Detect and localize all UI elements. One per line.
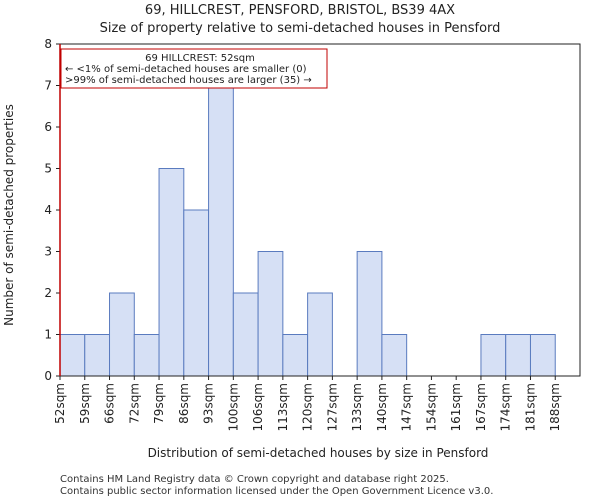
x-tick-label: 72sqm	[127, 383, 141, 424]
x-tick-label: 133sqm	[350, 383, 364, 431]
x-tick-label: 174sqm	[499, 383, 513, 431]
x-tick-label: 86sqm	[177, 383, 191, 424]
bar-59sqm	[84, 334, 111, 377]
x-tick-label: 93sqm	[202, 383, 216, 424]
x-tick-label: 161sqm	[449, 383, 463, 431]
x-axis-ticks: 52sqm 59sqm 66sqm 72sqm 79sqm 86sqm 93sqm 100sq…	[53, 376, 562, 431]
y-tick-label: 0	[44, 369, 52, 383]
bar-140sqm	[381, 334, 408, 377]
bar-133sqm	[356, 251, 383, 377]
x-tick-label: 100sqm	[226, 383, 240, 431]
bar-52sqm	[59, 334, 86, 377]
y-tick-label: 3	[44, 245, 52, 259]
x-tick-label: 188sqm	[548, 383, 562, 431]
x-tick-label: 147sqm	[400, 383, 414, 431]
y-axis-label: Number of semi-detached properties	[2, 104, 16, 326]
bar-174sqm	[505, 334, 531, 377]
x-tick-label: 79sqm	[152, 383, 166, 424]
bar-120sqm	[307, 292, 333, 377]
bar-72sqm	[133, 334, 160, 377]
y-tick-label: 1	[44, 328, 52, 342]
annotation-line-1: 69 HILLCREST: 52sqm	[145, 53, 255, 64]
x-tick-label: 120sqm	[301, 383, 315, 431]
x-tick-label: 154sqm	[424, 383, 438, 431]
x-tick-label: 167sqm	[474, 383, 488, 431]
y-tick-label: 5	[44, 162, 52, 176]
annotation-box: 69 HILLCREST: 52sqm ← <1% of semi-detach…	[60, 48, 328, 89]
y-axis-ticks: 0 1 2 3 4 5 6 7 8	[44, 37, 60, 383]
bars-group	[59, 85, 556, 377]
x-axis-label: Distribution of semi-detached houses by …	[148, 446, 489, 460]
bar-86sqm	[183, 209, 210, 377]
y-tick-label: 2	[44, 286, 52, 300]
bar-100sqm	[232, 292, 259, 377]
bar-113sqm	[282, 334, 309, 377]
y-tick-label: 4	[44, 203, 52, 217]
x-tick-label: 127sqm	[325, 383, 339, 431]
x-tick-label: 181sqm	[523, 383, 537, 431]
x-tick-label: 59sqm	[78, 383, 92, 424]
annotation-line-3: >99% of semi-detached houses are larger …	[65, 75, 312, 86]
bar-181sqm	[529, 334, 556, 377]
chart-subtitle: Size of property relative to semi-detach…	[100, 21, 501, 36]
y-tick-label: 8	[44, 37, 52, 51]
footer-line-2: Contains public sector information licen…	[60, 486, 493, 497]
bar-167sqm	[480, 334, 507, 377]
chart-title: 69, HILLCREST, PENSFORD, BRISTOL, BS39 4…	[145, 3, 455, 18]
y-tick-label: 6	[44, 120, 52, 134]
bar-93sqm	[208, 85, 234, 377]
annotation-border	[60, 48, 328, 89]
y-tick-label: 7	[44, 79, 52, 93]
footer-line-1: Contains HM Land Registry data © Crown c…	[60, 474, 449, 485]
bar-66sqm	[109, 292, 135, 377]
x-tick-label: 140sqm	[375, 383, 389, 431]
x-tick-label: 113sqm	[276, 383, 290, 431]
annotation-line-2: ← <1% of semi-detached houses are smalle…	[65, 64, 307, 75]
x-tick-label: 52sqm	[53, 383, 67, 424]
bar-79sqm	[158, 168, 185, 377]
x-tick-label: 66sqm	[103, 383, 117, 424]
bar-106sqm	[257, 251, 284, 377]
x-tick-label: 106sqm	[251, 383, 265, 431]
